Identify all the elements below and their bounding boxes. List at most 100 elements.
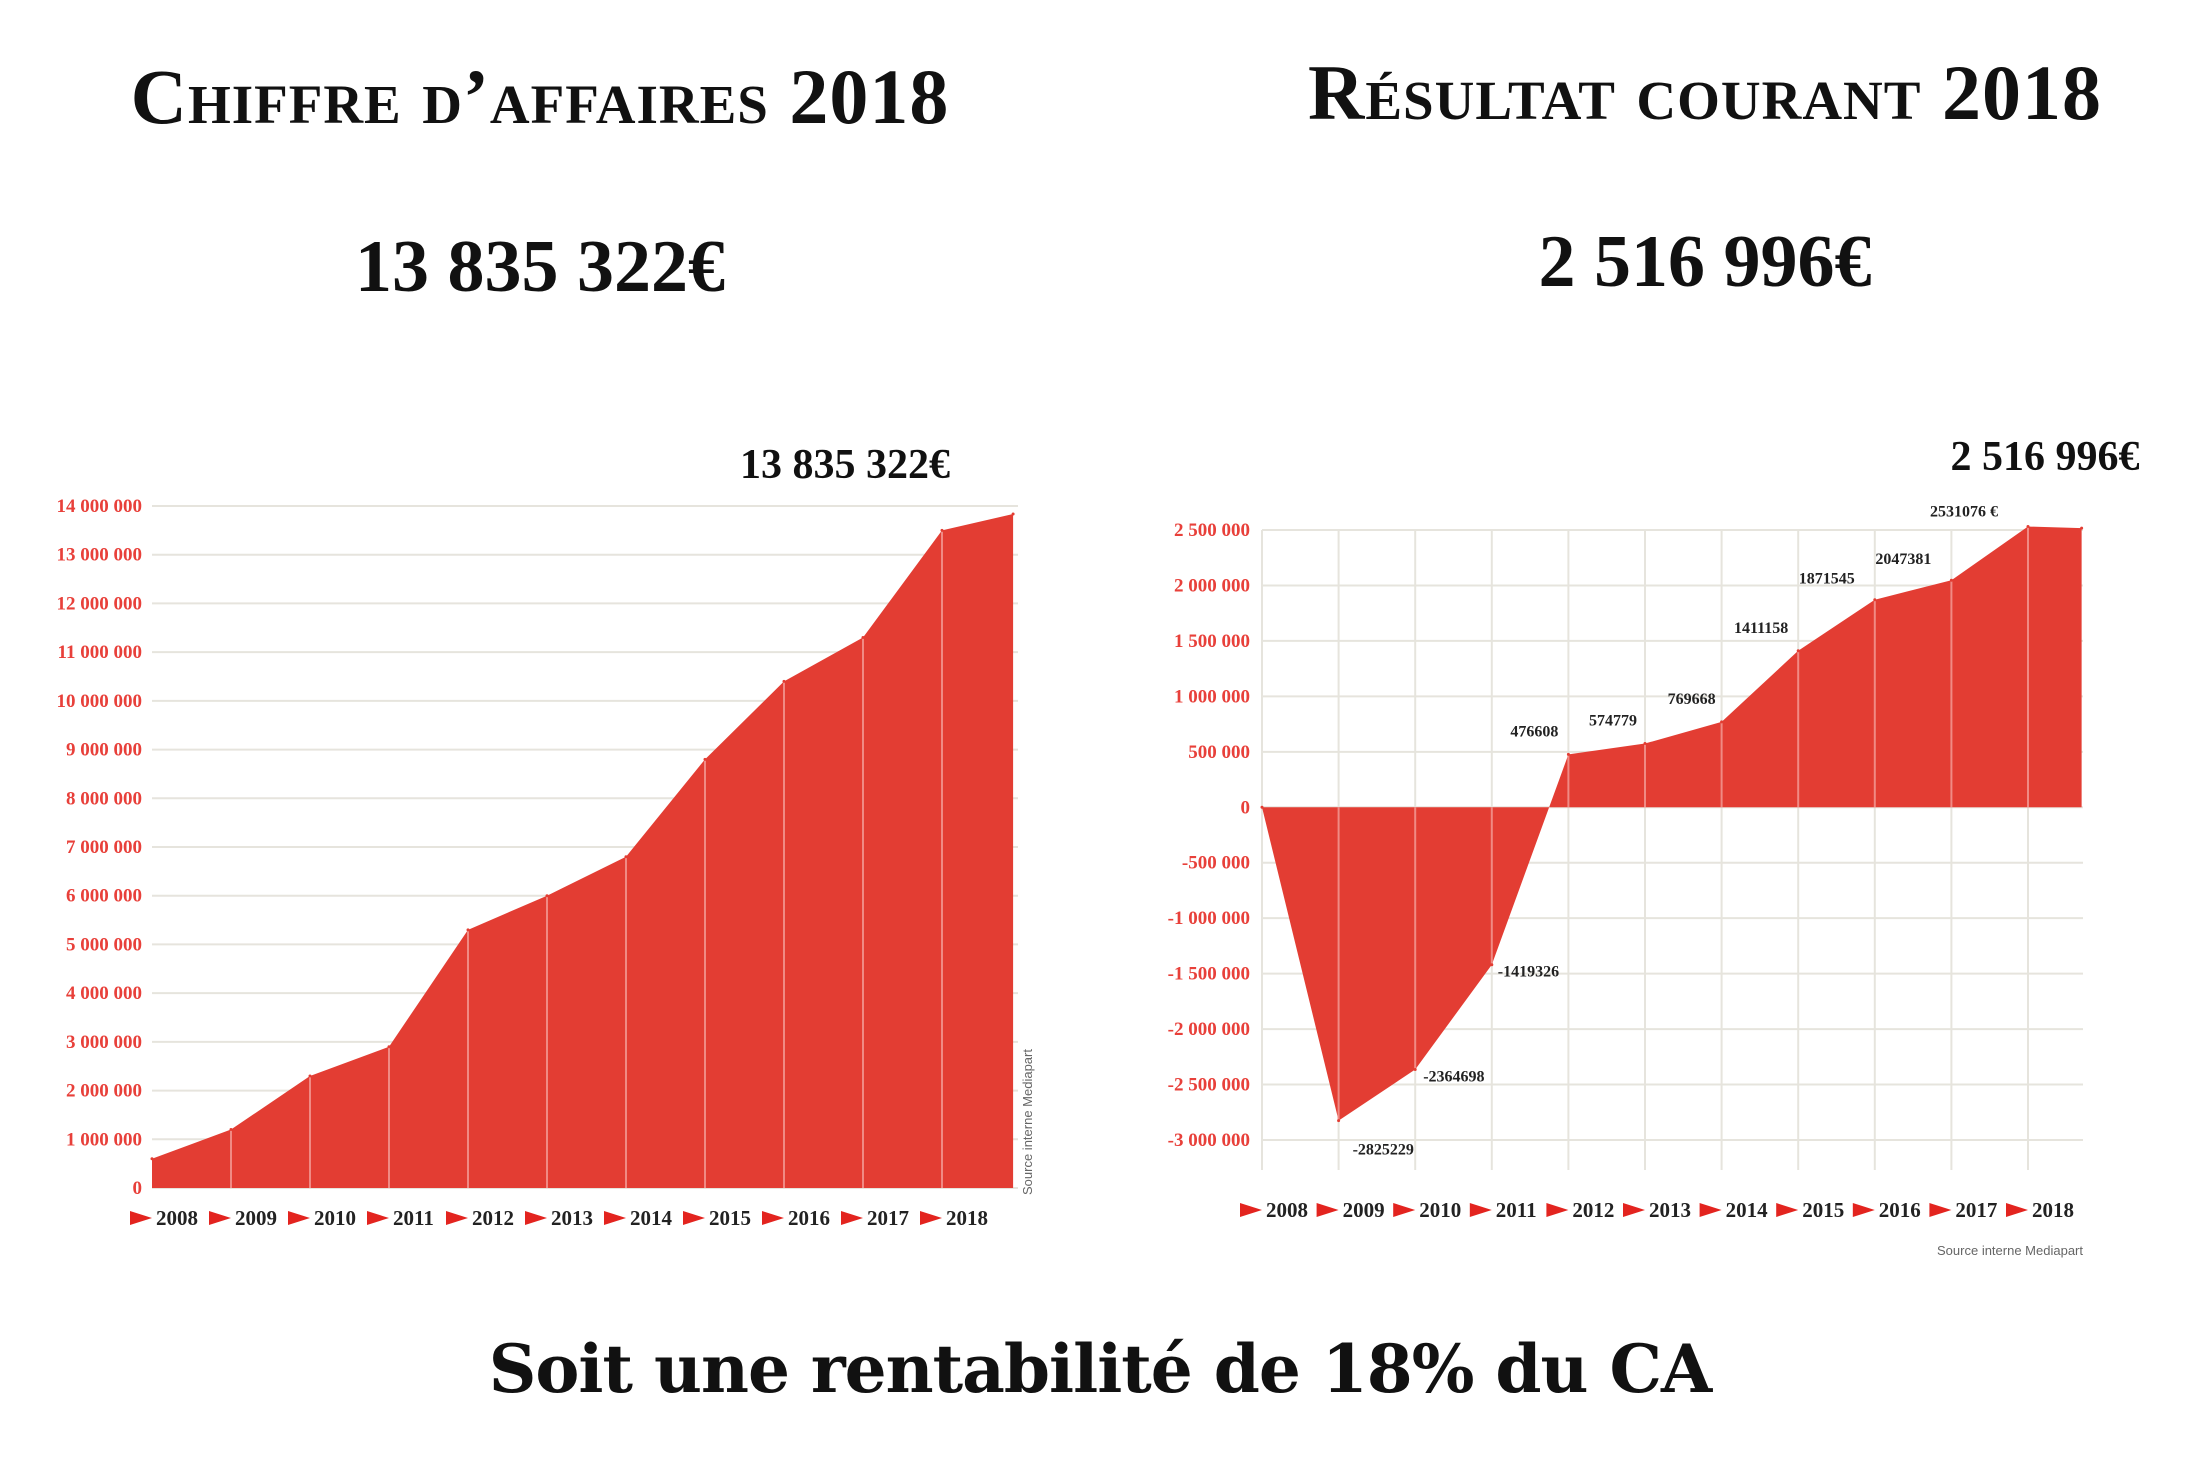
right-title: Résultat courant 2018: [1308, 49, 2102, 136]
arrow-icon: [209, 1211, 231, 1225]
x-tick-label: 2009: [1343, 1198, 1385, 1222]
data-point: [2026, 525, 2030, 529]
x-tick-label: 2010: [1419, 1198, 1461, 1222]
y-tick-label: 2 000 000: [66, 1081, 142, 1102]
y-tick-label: 500 000: [1188, 742, 1250, 763]
data-label: -1419326: [1498, 964, 1559, 981]
arrow-icon: [1240, 1203, 1262, 1217]
x-tick-label: 2015: [1802, 1198, 1844, 1222]
data-point: [1873, 598, 1877, 602]
data-point: [1490, 963, 1494, 967]
area-fill: [152, 514, 1014, 1188]
x-tick-label: 2011: [1496, 1198, 1537, 1222]
x-tick-label: 2018: [2032, 1198, 2074, 1222]
y-tick-label: 3 000 000: [66, 1032, 142, 1053]
arrow-icon: [130, 1211, 152, 1225]
y-tick-label: 12 000 000: [57, 593, 143, 614]
data-point: [782, 679, 786, 683]
x-tick-label: 2017: [1955, 1198, 1997, 1222]
y-tick-label: 8 000 000: [66, 788, 142, 809]
x-tick-label: 2013: [1649, 1198, 1691, 1222]
arrow-icon: [446, 1211, 468, 1225]
chart-annotation-value: 2 516 996€: [1951, 434, 2140, 480]
arrow-icon: [1623, 1203, 1645, 1217]
x-tick-label: 2012: [1572, 1198, 1614, 1222]
data-point: [1796, 649, 1800, 653]
y-tick-label: 10 000 000: [57, 691, 143, 712]
arrow-icon: [367, 1211, 389, 1225]
x-tick-label: 2011: [393, 1206, 434, 1230]
data-point: [308, 1074, 312, 1078]
footer-summary: Soit une rentabilité de 18% du CA: [488, 1330, 1712, 1408]
y-tick-label: 9 000 000: [66, 740, 142, 761]
data-point: [940, 528, 944, 532]
y-tick-label: 7 000 000: [66, 837, 142, 858]
y-tick-label: -1 000 000: [1168, 908, 1250, 929]
y-tick-label: -1 500 000: [1168, 964, 1250, 985]
y-tick-label: -3 000 000: [1168, 1130, 1250, 1151]
y-tick-label: 4 000 000: [66, 983, 142, 1004]
y-tick-label: -2 000 000: [1168, 1019, 1250, 1040]
data-point: [1566, 752, 1570, 756]
data-label: 2531076 €: [1930, 504, 1998, 521]
right-value: 2 516 996€: [1538, 221, 1872, 303]
data-point: [150, 1157, 154, 1161]
data-point: [861, 636, 865, 640]
y-tick-label: 0: [1241, 797, 1251, 818]
data-label: -2825229: [1353, 1142, 1414, 1159]
arrow-icon: [1776, 1203, 1799, 1217]
data-point: [229, 1128, 233, 1132]
y-tick-label: 14 000 000: [57, 496, 143, 517]
data-point: [1011, 512, 1015, 516]
x-tick-label: 2015: [709, 1206, 751, 1230]
arrow-icon: [288, 1211, 310, 1225]
arrow-icon: [604, 1211, 626, 1225]
y-tick-label: 1 000 000: [1174, 686, 1250, 707]
chart-annotation-value: 13 835 322€: [740, 442, 950, 488]
source-note: Source interne Mediapart: [1937, 1243, 2083, 1258]
x-tick-label: 2014: [1726, 1198, 1769, 1222]
data-label: 574779: [1589, 713, 1637, 730]
arrow-icon: [1546, 1203, 1569, 1217]
area-fill: [1262, 526, 2082, 1121]
x-tick-label: 2008: [156, 1206, 198, 1230]
y-tick-label: 2 500 000: [1174, 520, 1250, 541]
arrow-icon: [1316, 1203, 1339, 1217]
data-point: [387, 1045, 391, 1049]
arrow-icon: [841, 1211, 863, 1225]
data-point: [1413, 1068, 1417, 1072]
data-point: [1260, 805, 1264, 809]
x-tick-label: 2010: [314, 1206, 356, 1230]
arrow-icon: [1852, 1203, 1875, 1217]
data-point: [466, 928, 470, 932]
x-tick-label: 2016: [1879, 1198, 1921, 1222]
arrow-icon: [1929, 1203, 1952, 1217]
data-label: -2364698: [1423, 1069, 1484, 1086]
y-tick-label: 2 000 000: [1174, 575, 1250, 596]
arrow-icon: [920, 1211, 942, 1225]
y-tick-label: 5 000 000: [66, 934, 142, 955]
data-point: [1643, 742, 1647, 746]
data-point: [1337, 1119, 1341, 1123]
x-tick-label: 2017: [867, 1206, 909, 1230]
arrow-icon: [1393, 1203, 1416, 1217]
x-tick-label: 2013: [551, 1206, 593, 1230]
data-label: 2047381: [1875, 551, 1931, 568]
y-tick-label: 11 000 000: [58, 642, 142, 663]
x-tick-label: 2012: [472, 1206, 514, 1230]
arrow-icon: [1469, 1203, 1492, 1217]
x-tick-label: 2014: [630, 1206, 673, 1230]
y-tick-label: 1 500 000: [1174, 631, 1250, 652]
y-tick-label: 6 000 000: [66, 886, 142, 907]
data-point: [2080, 526, 2084, 530]
data-label: 769668: [1668, 691, 1716, 708]
data-label: 476608: [1510, 723, 1558, 740]
left-value: 13 835 322€: [355, 226, 725, 308]
arrow-icon: [1699, 1203, 1722, 1217]
left-title: Chiffre d’affaires 2018: [130, 53, 950, 140]
arrow-icon: [762, 1211, 784, 1225]
x-tick-label: 2016: [788, 1206, 830, 1230]
x-tick-label: 2009: [235, 1206, 277, 1230]
y-tick-label: 13 000 000: [57, 545, 143, 566]
